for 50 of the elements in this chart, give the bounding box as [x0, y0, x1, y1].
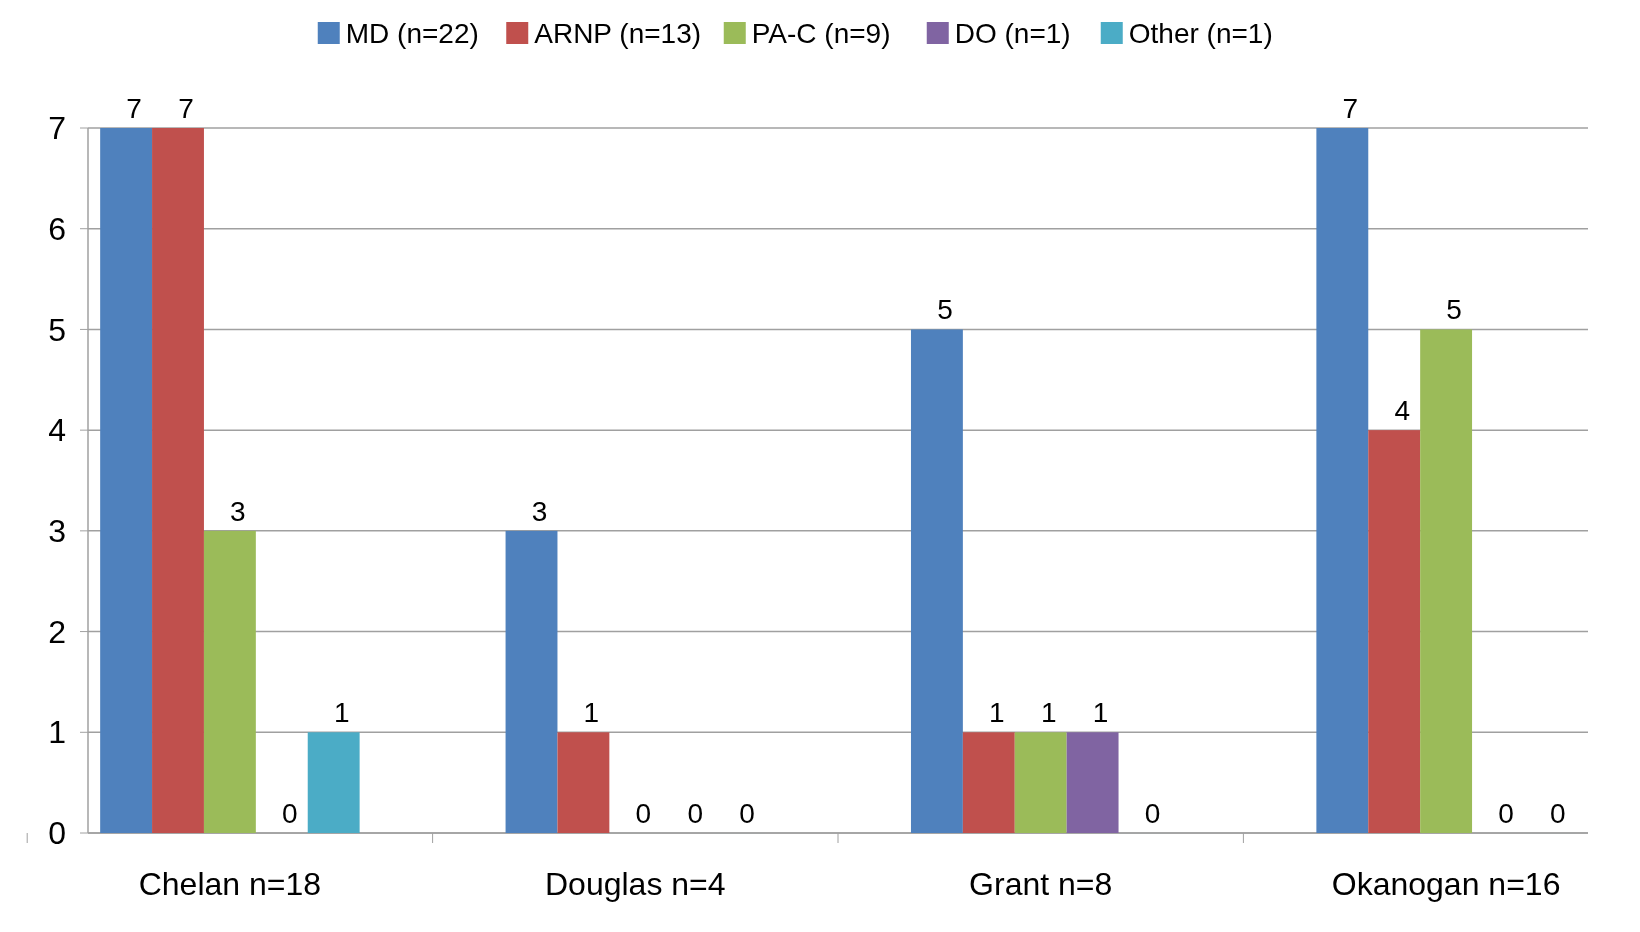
data-label: 7 [1342, 93, 1359, 124]
data-label: 1 [583, 697, 600, 729]
x-tick-label: Grant n=8 [969, 866, 1113, 902]
data-label: 0 [1498, 798, 1514, 829]
bar [1014, 732, 1067, 833]
y-tick-label: 6 [48, 210, 66, 247]
data-label: 0 [281, 798, 298, 829]
bar [203, 530, 256, 833]
data-label: 7 [178, 93, 194, 124]
legend-label: PA-C (n=9) [751, 18, 891, 49]
bar [1368, 430, 1421, 833]
data-label: 0 [1550, 798, 1566, 829]
legend-label: MD (n=22) [345, 18, 479, 49]
data-label: 0 [739, 798, 755, 829]
data-label: 1 [989, 697, 1005, 729]
bar [557, 732, 610, 833]
data-label: 0 [635, 798, 652, 829]
data-label: 5 [937, 294, 953, 326]
bar [1420, 329, 1473, 833]
y-tick-label: 1 [48, 714, 66, 751]
data-label: 3 [531, 495, 548, 527]
y-tick-label: 5 [48, 311, 66, 348]
bar [152, 128, 204, 833]
data-label: 1 [1092, 697, 1109, 729]
y-tick-label: 3 [48, 513, 66, 550]
bar [1316, 128, 1369, 833]
data-label: 7 [126, 93, 142, 124]
bar [1066, 732, 1119, 833]
x-tick-label: Okanogan n=16 [1331, 866, 1561, 902]
data-label: 3 [230, 495, 246, 527]
data-label: 1 [333, 697, 350, 729]
data-label: 1 [1040, 697, 1057, 729]
bar [910, 329, 963, 833]
bar [962, 732, 1015, 833]
y-tick-label: 0 [48, 815, 66, 852]
data-label: 5 [1446, 294, 1462, 326]
data-label: 0 [687, 798, 703, 829]
bar [307, 732, 360, 833]
x-tick-label: Douglas n=4 [545, 866, 726, 902]
data-label: 4 [1394, 395, 1411, 427]
legend-label: DO (n=1) [954, 18, 1071, 49]
legend-label: ARNP (n=13) [534, 18, 702, 49]
y-tick-label: 7 [48, 110, 66, 147]
data-label: 0 [1144, 798, 1161, 829]
bar [100, 128, 153, 833]
y-tick-label: 2 [48, 613, 66, 650]
bar [505, 530, 558, 833]
legend-label: Other (n=1) [1128, 18, 1273, 49]
y-tick-label: 4 [48, 412, 66, 449]
x-tick-label: Chelan n=18 [138, 866, 322, 902]
